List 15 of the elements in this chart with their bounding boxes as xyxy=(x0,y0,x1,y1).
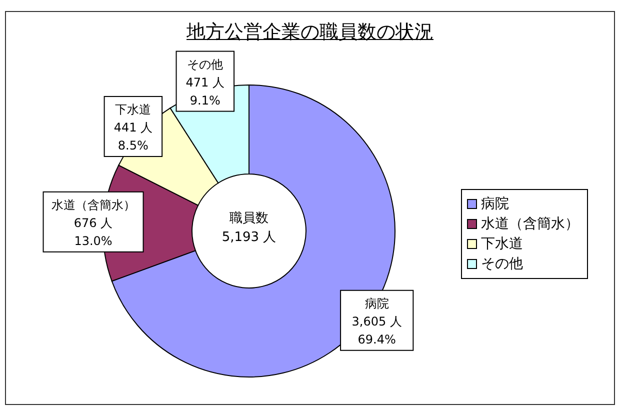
slice-label: 下水道 xyxy=(115,102,152,117)
text: 5,193 人 xyxy=(220,229,278,247)
data-label: 441 人 8.5% xyxy=(114,120,153,153)
legend-label: 下水道 xyxy=(481,235,523,254)
slice-label: その他 xyxy=(187,57,224,72)
chart-title: 地方公営企業の職員数の状況 xyxy=(186,20,434,44)
data-label: 3,605 人 69.4% xyxy=(352,314,402,346)
slice-label: 水道（含簡水） xyxy=(51,198,136,212)
legend-label: 病院 xyxy=(481,195,509,214)
slice-label: 病院 xyxy=(364,296,389,310)
text: 職員数 xyxy=(228,210,270,228)
legend-label: 水道（含簡水） xyxy=(481,215,579,234)
data-label: 471 人 9.1% xyxy=(186,75,225,108)
data-label: 676 人 13.0% xyxy=(74,216,113,248)
legend-label: その他 xyxy=(481,255,523,274)
